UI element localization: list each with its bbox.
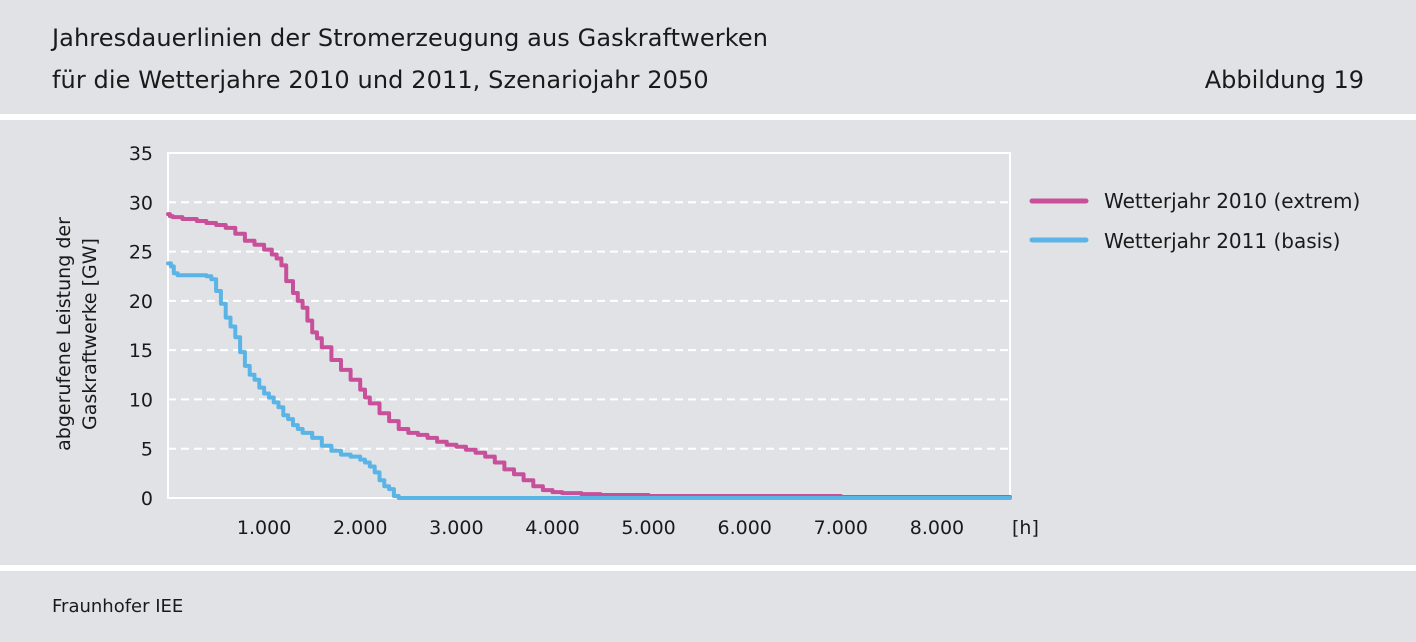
legend-label-2011: Wetterjahr 2011 (basis) — [1104, 229, 1340, 253]
x-tick-label: 3.000 — [429, 517, 483, 539]
y-tick-label: 15 — [129, 340, 153, 362]
x-tick-label: 1.000 — [237, 517, 291, 539]
x-tick-labels: 1.000 2.000 3.000 4.000 5.000 6.000 7.000 8.000 — [237, 517, 964, 539]
y-tick-label: 0 — [141, 488, 153, 510]
gridlines — [168, 201, 1010, 450]
series-line-2011 — [166, 261, 1012, 500]
y-tick-label: 35 — [129, 143, 153, 165]
x-tick-label: 7.000 — [814, 517, 868, 539]
x-tick-label: 5.000 — [621, 517, 675, 539]
source-label: Fraunhofer IEE — [52, 596, 184, 617]
y-tick-label: 25 — [129, 242, 153, 264]
figure-label: Abbildung 19 — [1204, 66, 1364, 94]
x-tick-label: 4.000 — [525, 517, 579, 539]
y-tick-label: 20 — [129, 291, 153, 313]
x-tick-label: 2.000 — [333, 517, 387, 539]
footer-band: Fraunhofer IEE — [0, 571, 1416, 642]
plot-area — [167, 152, 1011, 499]
chart-band: 0 5 10 15 20 25 30 35 1.000 2.000 3.000 4.000 5.000… — [0, 120, 1416, 565]
y-tick-label: 10 — [129, 389, 153, 411]
series-lines — [166, 212, 1012, 500]
x-tick-label: 8.000 — [910, 517, 964, 539]
legend-label-2010: Wetterjahr 2010 (extrem) — [1104, 189, 1360, 213]
legend: Wetterjahr 2010 (extrem) Wetterjahr 2011… — [1029, 189, 1360, 253]
x-tick-label: 6.000 — [718, 517, 772, 539]
y-axis-title-line-2: Gaskraftwerke [GW] — [79, 238, 101, 430]
chart-title-line-1: Jahresdauerlinien der Stromerzeugung aus… — [52, 24, 769, 52]
y-tick-label: 30 — [129, 192, 153, 214]
y-tick-labels: 0 5 10 15 20 25 30 35 — [129, 143, 153, 510]
chart-svg: 0 5 10 15 20 25 30 35 1.000 2.000 3.000 4.000 5.000… — [53, 143, 1360, 539]
x-axis-unit-label: [h] — [1012, 517, 1039, 539]
chart-title-line-2: für die Wetterjahre 2010 und 2011, Szena… — [52, 66, 709, 94]
y-axis-title-line-1: abgerufene Leistung der — [53, 217, 75, 451]
header-band: Jahresdauerlinien der Stromerzeugung aus… — [0, 0, 1416, 114]
y-tick-label: 5 — [141, 439, 153, 461]
series-line-2010 — [166, 212, 1012, 499]
